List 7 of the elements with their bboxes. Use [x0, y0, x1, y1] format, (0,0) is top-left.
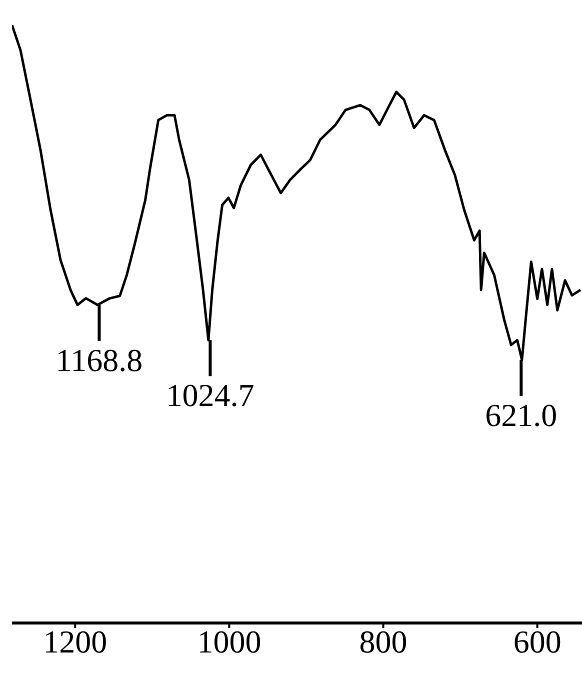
annotation: 621.0	[485, 396, 558, 433]
x-tick-label: 800	[359, 624, 408, 660]
x-tick-label: 1200	[43, 624, 108, 660]
annotation: 1168.8	[56, 342, 143, 378]
annotation: 1024.7	[166, 377, 254, 414]
x-tick-label: 600	[513, 624, 562, 660]
x-tick-label: 1000	[197, 624, 262, 660]
